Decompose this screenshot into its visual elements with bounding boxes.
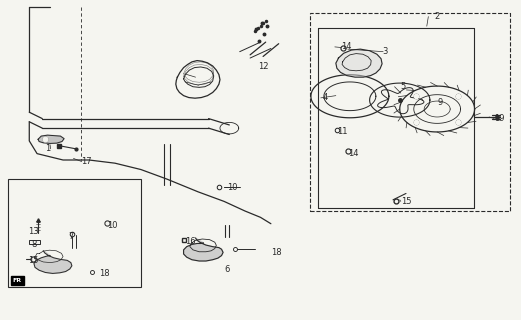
Text: 13: 13 — [28, 227, 39, 236]
Text: 15: 15 — [401, 197, 411, 206]
Polygon shape — [38, 135, 64, 143]
Text: 15: 15 — [28, 256, 38, 265]
Text: 14: 14 — [348, 149, 358, 158]
Text: 14: 14 — [341, 42, 352, 52]
Text: 12: 12 — [258, 61, 268, 70]
Text: 10: 10 — [107, 221, 118, 230]
Polygon shape — [11, 276, 24, 285]
Polygon shape — [336, 49, 382, 77]
Text: 4: 4 — [323, 93, 328, 102]
Bar — [8, 179, 141, 287]
Text: FR: FR — [12, 278, 21, 283]
Text: 1: 1 — [45, 144, 50, 153]
Text: 2: 2 — [435, 12, 440, 21]
Text: 3: 3 — [382, 47, 388, 56]
Text: 11: 11 — [338, 127, 348, 136]
Bar — [310, 13, 510, 211]
Bar — [29, 240, 40, 244]
Text: 5: 5 — [401, 82, 406, 91]
Polygon shape — [34, 251, 72, 273]
Text: 7: 7 — [68, 232, 73, 241]
Text: 6: 6 — [224, 265, 230, 275]
Text: 17: 17 — [81, 157, 92, 166]
Text: 8: 8 — [32, 240, 37, 249]
Polygon shape — [183, 238, 223, 261]
Text: 9: 9 — [437, 98, 442, 107]
Text: 18: 18 — [271, 248, 281, 257]
Text: 10: 10 — [227, 183, 237, 192]
Text: 19: 19 — [494, 114, 505, 123]
Text: 16: 16 — [185, 237, 196, 246]
Text: 18: 18 — [100, 268, 110, 278]
